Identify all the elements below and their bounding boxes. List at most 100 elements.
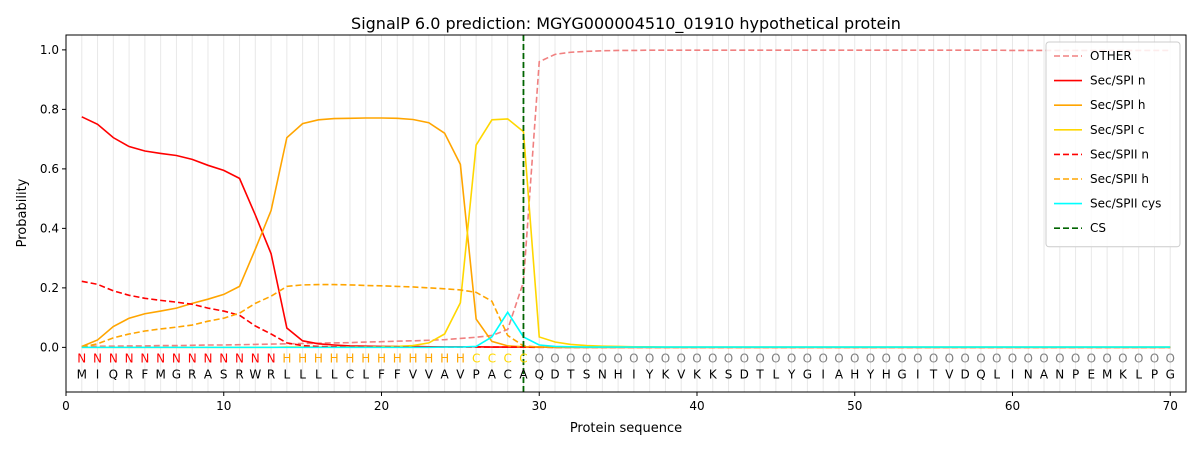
residue-label: V <box>945 368 954 382</box>
region-label: O <box>960 351 969 365</box>
residue-label: L <box>1135 368 1142 382</box>
region-label: N <box>77 351 86 365</box>
residue-label: P <box>1151 368 1158 382</box>
residue-label: K <box>693 368 702 382</box>
residue-label: H <box>614 368 623 382</box>
residue-label: A <box>488 368 497 382</box>
x-tick-label: 10 <box>216 399 231 413</box>
region-label: H <box>456 351 465 365</box>
residue-label: I <box>632 368 636 382</box>
region-label: N <box>156 351 165 365</box>
x-tick-label: 40 <box>689 399 704 413</box>
region-label: O <box>771 351 780 365</box>
region-label: H <box>298 351 307 365</box>
residue-label: K <box>1119 368 1128 382</box>
region-label: O <box>803 351 812 365</box>
y-tick-label: 0.8 <box>40 102 59 116</box>
region-label: O <box>535 351 544 365</box>
residue-label: Y <box>866 368 875 382</box>
region-label: N <box>140 351 149 365</box>
residue-label: Q <box>976 368 985 382</box>
grid-lines <box>81 35 1171 392</box>
region-label: O <box>550 351 559 365</box>
region-label: H <box>361 351 370 365</box>
region-label: C <box>519 351 527 365</box>
residue-label: G <box>1166 368 1175 382</box>
residue-label: L <box>315 368 322 382</box>
legend-label: OTHER <box>1090 49 1132 63</box>
region-label: O <box>913 351 922 365</box>
x-tick-label: 0 <box>62 399 70 413</box>
y-tick-label: 0.0 <box>40 340 59 354</box>
residue-label: V <box>425 368 434 382</box>
legend-label: Sec/SPI n <box>1090 74 1145 88</box>
region-label: N <box>219 351 228 365</box>
region-label: O <box>1024 351 1033 365</box>
residue-label: L <box>993 368 1000 382</box>
residue-label: M <box>1102 368 1112 382</box>
residue-label: R <box>188 368 196 382</box>
residue-label: A <box>519 368 528 382</box>
residue-label: C <box>346 368 354 382</box>
residue-label: V <box>677 368 686 382</box>
region-label: N <box>172 351 181 365</box>
residue-label: H <box>850 368 859 382</box>
residue-label: R <box>267 368 275 382</box>
residue-label: N <box>1024 368 1033 382</box>
y-tick-label: 0.4 <box>40 221 59 235</box>
region-label: O <box>1055 351 1064 365</box>
region-label: H <box>314 351 323 365</box>
residue-label: L <box>773 368 780 382</box>
region-label: O <box>1039 351 1048 365</box>
residue-label: G <box>897 368 906 382</box>
region-label: O <box>787 351 796 365</box>
residue-label: F <box>378 368 385 382</box>
residue-label: C <box>503 368 511 382</box>
legend: OTHER Sec/SPI n Sec/SPI h Sec/SPI c Sec/SPII… <box>1045 41 1181 248</box>
residue-label: A <box>204 368 213 382</box>
residue-label: F <box>394 368 401 382</box>
region-label: H <box>345 351 354 365</box>
region-label: N <box>188 351 197 365</box>
residue-label: S <box>220 368 228 382</box>
region-label: C <box>488 351 496 365</box>
region-label: N <box>251 351 260 365</box>
residue-label: G <box>172 368 181 382</box>
region-label: H <box>440 351 449 365</box>
y-tick-label: 1.0 <box>40 43 59 57</box>
residue-label: T <box>566 368 575 382</box>
x-tick-label: 30 <box>532 399 547 413</box>
residue-label: N <box>598 368 607 382</box>
residue-label: I <box>821 368 825 382</box>
residue-label: I <box>1011 368 1015 382</box>
region-label: O <box>850 351 859 365</box>
legend-label: Sec/SPI c <box>1090 123 1144 137</box>
x-tick-label: 70 <box>1163 399 1178 413</box>
region-label: O <box>1087 351 1096 365</box>
region-label: O <box>676 351 685 365</box>
region-label: O <box>566 351 575 365</box>
residue-label: I <box>916 368 920 382</box>
region-label: N <box>267 351 276 365</box>
residue-label: L <box>284 368 291 382</box>
region-label: H <box>282 351 291 365</box>
residue-label: S <box>725 368 733 382</box>
residue-label: Q <box>535 368 544 382</box>
region-label: O <box>1150 351 1159 365</box>
region-label: O <box>740 351 749 365</box>
region-label: O <box>582 351 591 365</box>
region-label: C <box>472 351 480 365</box>
region-label: O <box>661 351 670 365</box>
residue-label: T <box>755 368 764 382</box>
residue-label: R <box>125 368 133 382</box>
region-label: H <box>409 351 418 365</box>
y-tick-label: 0.6 <box>40 162 59 176</box>
residue-label: H <box>882 368 891 382</box>
legend-label: CS <box>1090 221 1106 235</box>
x-axis-label: Protein sequence <box>570 421 682 436</box>
region-label: O <box>629 351 638 365</box>
region-label: O <box>976 351 985 365</box>
